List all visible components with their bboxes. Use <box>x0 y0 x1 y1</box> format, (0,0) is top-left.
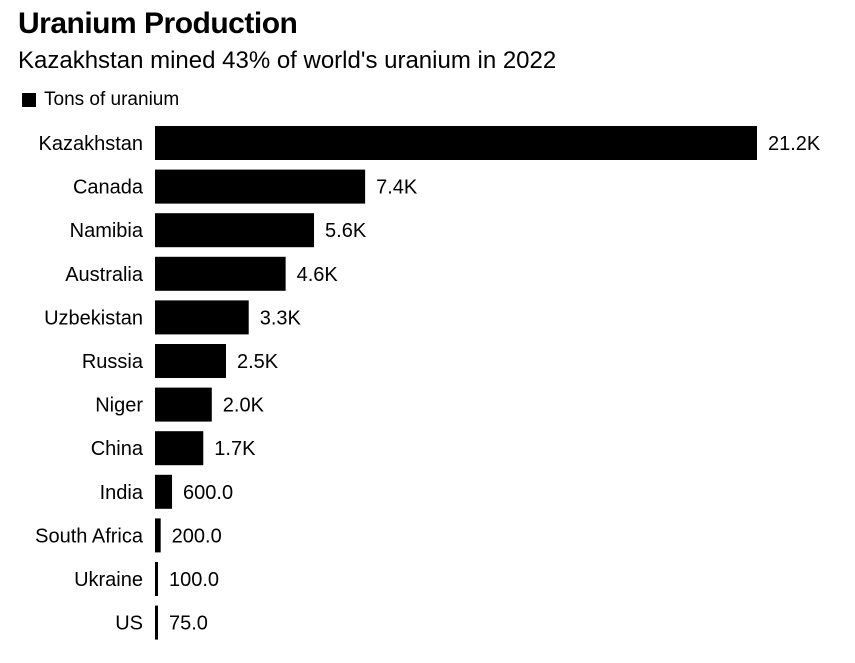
value-label: 600.0 <box>183 482 233 504</box>
category-label: China <box>91 438 144 460</box>
legend-swatch <box>22 93 36 107</box>
bar <box>155 126 757 160</box>
value-label: 2.5K <box>237 351 279 373</box>
category-label: US <box>115 613 143 635</box>
bar <box>155 256 286 291</box>
bar <box>155 213 315 248</box>
value-label: 100.0 <box>169 569 219 591</box>
bar <box>155 387 212 422</box>
legend: Tons of uranium <box>22 88 179 112</box>
category-label: Australia <box>65 264 144 286</box>
category-label: Kazakhstan <box>38 133 143 155</box>
category-label: South Africa <box>35 525 144 547</box>
chart-subtitle: Kazakhstan mined 43% of world's uranium … <box>18 47 557 74</box>
value-label: 2.0K <box>223 395 265 417</box>
value-label: 21.2K <box>768 133 821 155</box>
value-label: 7.4K <box>376 177 418 199</box>
category-label: Ukraine <box>74 569 143 591</box>
bar <box>155 344 226 378</box>
bar <box>155 474 173 509</box>
bar <box>155 169 366 204</box>
bar <box>155 562 158 596</box>
value-label: 4.6K <box>297 264 339 286</box>
bar <box>155 431 204 466</box>
chart-title: Uranium Production <box>18 7 298 40</box>
bar <box>155 300 249 335</box>
bar <box>155 518 161 553</box>
value-label: 1.7K <box>214 438 256 460</box>
category-label: Niger <box>95 395 143 417</box>
category-label: India <box>100 482 144 504</box>
value-label: 3.3K <box>260 307 302 329</box>
category-label: Uzbekistan <box>44 307 143 329</box>
category-label: Russia <box>82 351 144 373</box>
value-label: 75.0 <box>169 613 208 635</box>
bar <box>155 605 158 640</box>
category-label: Namibia <box>70 220 144 242</box>
value-label: 5.6K <box>325 220 367 242</box>
category-label: Canada <box>73 177 144 199</box>
legend-label: Tons of uranium <box>44 89 180 110</box>
value-label: 200.0 <box>172 525 222 547</box>
